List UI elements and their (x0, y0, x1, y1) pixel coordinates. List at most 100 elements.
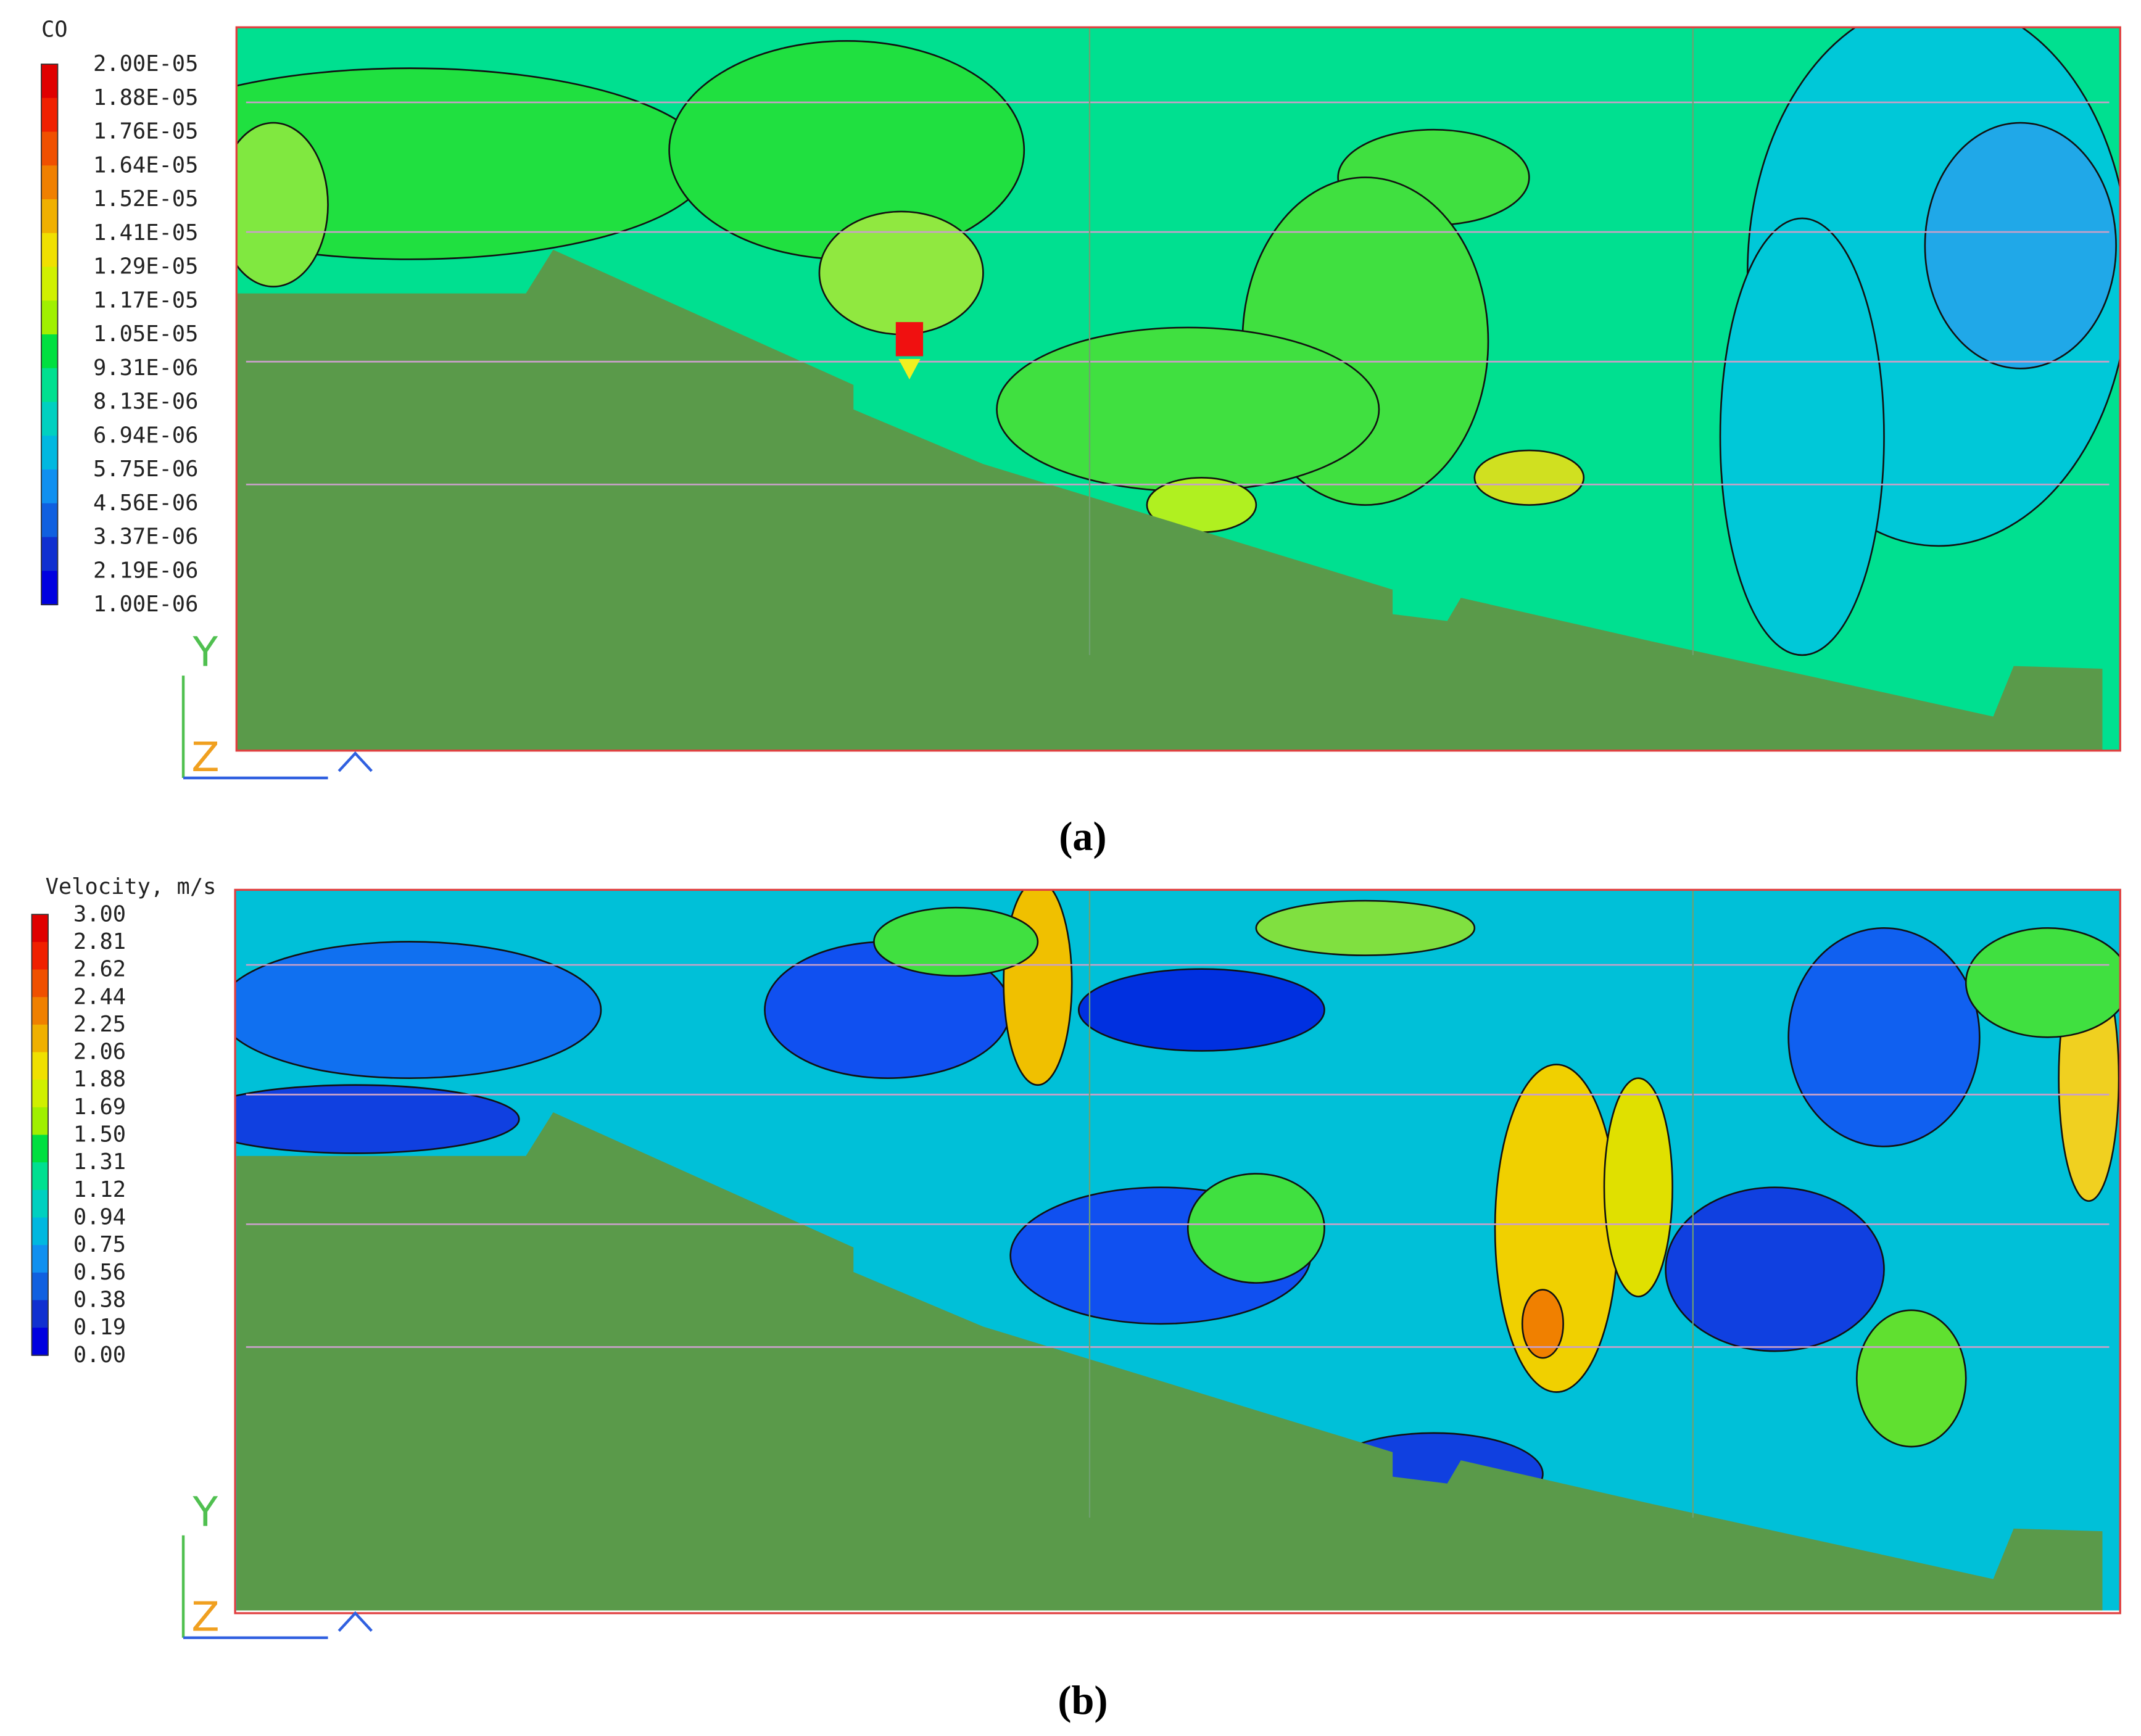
legend-label: 2.00E-05 (93, 51, 198, 76)
colorbar-frame (31, 914, 49, 1356)
legend-label: 3.00 (73, 901, 126, 927)
ground (236, 1112, 2103, 1611)
contour-region (1665, 1186, 1885, 1352)
contour-region (1473, 449, 1585, 506)
contour-region (1077, 968, 1325, 1052)
colorbar-segment (31, 1135, 49, 1164)
contour-region (818, 210, 984, 336)
legend-label: 3.37E-06 (93, 524, 198, 550)
colorbar-segment (31, 1217, 49, 1246)
colorbar-segment (41, 503, 58, 538)
legend-label: 6.94E-06 (93, 423, 198, 448)
colorbar-segment (31, 1328, 49, 1356)
contour-field (236, 27, 2121, 751)
contour-field (235, 890, 2121, 1611)
caption: (b) (1058, 1679, 1108, 1724)
colorbar-segment (41, 368, 58, 403)
legend-label: 0.75 (73, 1232, 126, 1257)
contour-region (1521, 1289, 1564, 1359)
legend-title: Velocity, m/s (46, 874, 217, 899)
colorbar-segment (41, 402, 58, 437)
colorbar-segment (41, 300, 58, 336)
legend-label: 2.44 (73, 984, 126, 1009)
colorbar-segment (31, 1189, 49, 1218)
legend-label: 4.56E-06 (93, 490, 198, 516)
legend-label: 8.13E-06 (93, 389, 198, 415)
contour-region (1003, 890, 1073, 1086)
axis-x-arrow (338, 751, 373, 772)
axis-z-label: Z (191, 733, 219, 781)
contour-region (1787, 927, 1981, 1147)
legend-label: 1.76E-05 (93, 119, 198, 144)
contour-region (235, 941, 602, 1079)
legend-label: 2.06 (73, 1040, 126, 1065)
legend-label: 0.94 (73, 1205, 126, 1230)
colorbar-segment (31, 914, 49, 943)
contour-region (235, 1084, 520, 1154)
contour-region (1255, 899, 1476, 956)
legend-label: 1.88 (73, 1067, 126, 1092)
axis-y-label: Y (193, 1487, 218, 1536)
legend-label: 0.19 (73, 1315, 126, 1340)
colorbar-segment (41, 165, 58, 200)
colorbar-segment (41, 267, 58, 302)
axis-y-label: Y (193, 628, 218, 676)
colorbar-segment (41, 199, 58, 234)
plot-frame (234, 888, 2121, 1614)
contour-region (873, 906, 1039, 977)
contour-region (1603, 1077, 1673, 1297)
colorbar-segment (41, 64, 58, 99)
legend-label: 1.69 (73, 1094, 126, 1120)
legend-label: 1.12 (73, 1177, 126, 1202)
legend-label: 1.88E-05 (93, 85, 198, 110)
legend-label: 1.29E-05 (93, 254, 198, 279)
colorbar-segment (31, 1080, 49, 1108)
contour-region (1924, 122, 2117, 370)
legend-label: 1.64E-05 (93, 152, 198, 178)
legend-label: 1.50 (73, 1122, 126, 1147)
contour-region (1719, 217, 1885, 656)
colorbar-segment (41, 233, 58, 268)
colorbar-segment (31, 1300, 49, 1329)
axis-z-label: Z (191, 1593, 219, 1641)
contour-region (236, 122, 329, 287)
colorbar-segment (41, 97, 58, 133)
legend-label: 1.52E-05 (93, 186, 198, 212)
legend-label: 1.31 (73, 1149, 126, 1175)
legend-title: CO (41, 17, 68, 43)
colorbar-segment (31, 1245, 49, 1273)
legend-label: 1.41E-05 (93, 220, 198, 246)
colorbar-segment (41, 436, 58, 471)
axis-x-arrow (338, 1611, 373, 1632)
legend-label: 9.31E-06 (93, 355, 198, 381)
legend-label: 1.17E-05 (93, 287, 198, 313)
colorbar-segment (41, 537, 58, 572)
colorbar-segment (31, 969, 49, 998)
panel: Velocity, m/s3.002.81 2.622.44 2.25 2.061.8… (31, 874, 2121, 1724)
ground (236, 249, 2103, 751)
legend-label: 0.00 (73, 1342, 126, 1368)
colorbar-segment (41, 334, 58, 369)
panel: CO 2.00E-05 1.88E-05 1.76E-05 1.64E-05 1.52E-… (41, 17, 2121, 859)
colorbar-segment (41, 469, 58, 504)
legend-label: 0.38 (73, 1288, 126, 1313)
legend-label: 2.25 (73, 1012, 126, 1037)
source-marker-tip (898, 358, 921, 380)
source-marker (895, 322, 924, 357)
colorbar-segment (31, 1162, 49, 1191)
legend-label: 5.75E-06 (93, 457, 198, 482)
caption: (a) (1059, 814, 1106, 859)
colorbar-segment (41, 571, 58, 606)
plot-frame (235, 26, 2121, 752)
colorbar-segment (41, 131, 58, 167)
legend-label: 1.05E-05 (93, 321, 198, 347)
contour-region (236, 67, 711, 260)
legend-label: 0.56 (73, 1260, 126, 1285)
contour-region (1965, 927, 2121, 1038)
colorbar-segment (31, 1107, 49, 1136)
contour-region (996, 326, 1380, 492)
colorbar-segment (31, 997, 49, 1025)
contour-region (1855, 1309, 1967, 1448)
